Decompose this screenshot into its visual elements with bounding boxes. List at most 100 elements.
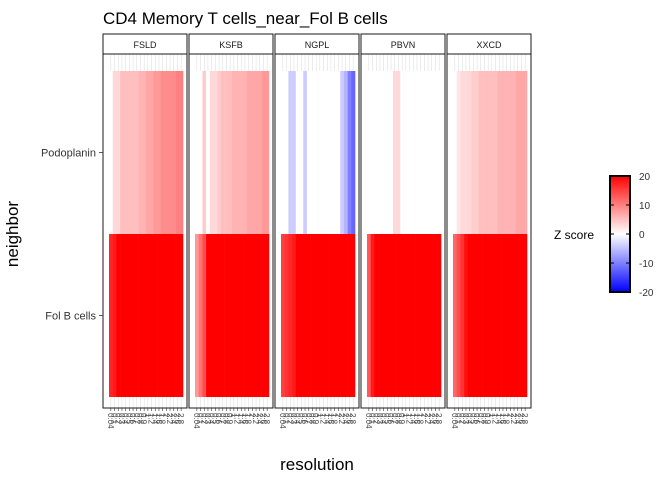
panel-strip-label: XXCD <box>476 40 502 50</box>
heatmap-cell <box>127 234 132 397</box>
x-tick-label: 0.8 <box>393 413 402 425</box>
x-tick-label: 0.4 <box>121 413 130 425</box>
heatmap-cell <box>471 234 476 397</box>
heatmap-cell <box>321 234 326 397</box>
x-tick-label: 0.1 <box>454 413 463 425</box>
heatmap-cell <box>512 71 517 234</box>
x-tick-label: 0.4 <box>379 413 388 425</box>
x-tick-label: 0.8 <box>221 413 230 425</box>
heatmap-cell <box>464 234 469 397</box>
heatmap-cell <box>112 234 117 397</box>
heatmap-cell <box>404 71 408 234</box>
heatmap-cell <box>374 234 379 397</box>
heatmap-cell <box>160 71 165 234</box>
heatmap-cell <box>433 234 438 397</box>
heatmap-cell <box>246 234 251 397</box>
heatmap-cell <box>112 71 117 234</box>
heatmap-cell <box>497 234 502 397</box>
x-tick-label: 1.2 <box>147 413 156 425</box>
heatmap-cell <box>265 71 270 234</box>
heatmap-cell <box>336 71 341 234</box>
x-tick-label: 0.9 <box>483 413 492 425</box>
heatmap-cell <box>318 234 322 397</box>
heatmap-cell <box>168 71 173 234</box>
heatmap-cell <box>332 71 337 234</box>
x-tick-label: 0.04 <box>192 413 201 429</box>
x-tick-label: 0.8 <box>479 413 488 425</box>
heatmap-cell <box>292 234 297 397</box>
x-tick-label: 0.04 <box>364 413 373 429</box>
heatmap-cell <box>179 234 184 397</box>
x-tick-label: 0.7 <box>132 413 141 425</box>
y-tick-label: Podoplanin <box>41 148 96 160</box>
heatmap-cell <box>164 234 169 397</box>
heatmap-cell <box>396 71 401 234</box>
heatmap-cell <box>407 71 412 234</box>
heatmap-cell <box>415 71 420 234</box>
x-tick-label: 1 <box>143 413 152 418</box>
heatmap-cell <box>471 71 476 234</box>
heatmap-cell <box>508 71 513 234</box>
heatmap-cell <box>175 71 180 234</box>
heatmap-cell <box>213 234 218 397</box>
panel-border <box>102 53 188 409</box>
heatmap-cell <box>123 71 128 234</box>
heatmap-cell <box>437 71 442 234</box>
x-tick-label: 1.8 <box>244 413 253 425</box>
legend: Z score 20 10 0 -10 -20 <box>554 172 654 299</box>
heatmap-cell <box>142 234 147 397</box>
x-tick-label: 1.8 <box>502 413 511 425</box>
heatmap-cell <box>486 234 491 397</box>
heatmap-cell <box>261 71 266 234</box>
heatmap-cell <box>325 234 330 397</box>
x-tick-label: 0.7 <box>304 413 313 425</box>
heatmap-cell <box>519 71 524 234</box>
heatmap-cell <box>120 71 125 234</box>
heatmap-cell <box>490 234 494 397</box>
heatmap-cell <box>138 234 143 397</box>
heatmap-cell <box>303 234 308 397</box>
heatmap-cell <box>418 234 423 397</box>
heatmap-cell <box>400 71 405 234</box>
heatmap-cell <box>370 71 375 234</box>
heatmap-cell <box>340 234 345 397</box>
x-tick-label: 0.5 <box>124 413 133 425</box>
x-tick-label: 0.4 <box>465 413 474 425</box>
heatmap-cell <box>460 71 465 234</box>
x-tick-label: 2.8 <box>520 413 529 425</box>
heatmap-cell <box>426 234 431 397</box>
x-tick-label: 1.6 <box>412 413 421 425</box>
x-tick-label: 1.8 <box>158 413 167 425</box>
heatmap-cell <box>329 71 334 234</box>
heatmap-cell <box>310 71 315 234</box>
heatmap-cell <box>501 71 506 234</box>
heatmap-cell <box>202 234 207 397</box>
heatmap-cell <box>217 234 222 397</box>
x-tick-label: 1 <box>315 413 324 418</box>
heatmap-cell <box>306 234 311 397</box>
heatmap-cell <box>116 234 121 397</box>
heatmap-cell <box>343 234 348 397</box>
heatmap-cell <box>157 234 162 397</box>
x-tick-label: 0.04 <box>106 413 115 429</box>
heatmap-cell <box>149 71 154 234</box>
x-tick-label: 2 <box>505 413 514 418</box>
heatmap-cell <box>171 71 176 234</box>
heatmap-cell <box>433 71 438 234</box>
x-tick-label: 2.2 <box>423 413 432 425</box>
heatmap-cell <box>347 71 352 234</box>
heatmap-cell <box>422 71 427 234</box>
heatmap-cell <box>243 234 248 397</box>
heatmap-cell <box>508 234 513 397</box>
heatmap-cell <box>482 234 487 397</box>
x-tick-label: 0.9 <box>311 413 320 425</box>
x-tick-label: 1.2 <box>491 413 500 425</box>
heatmap-cell <box>246 71 251 234</box>
heatmap-cell <box>209 234 214 397</box>
heatmap-cell <box>265 234 270 397</box>
x-tick-label: 2.8 <box>176 413 185 425</box>
heatmap-cell <box>453 71 457 234</box>
heatmap-cell <box>206 234 211 397</box>
x-tick-label: 0.6 <box>300 413 309 425</box>
x-tick-label: 1.6 <box>498 413 507 425</box>
